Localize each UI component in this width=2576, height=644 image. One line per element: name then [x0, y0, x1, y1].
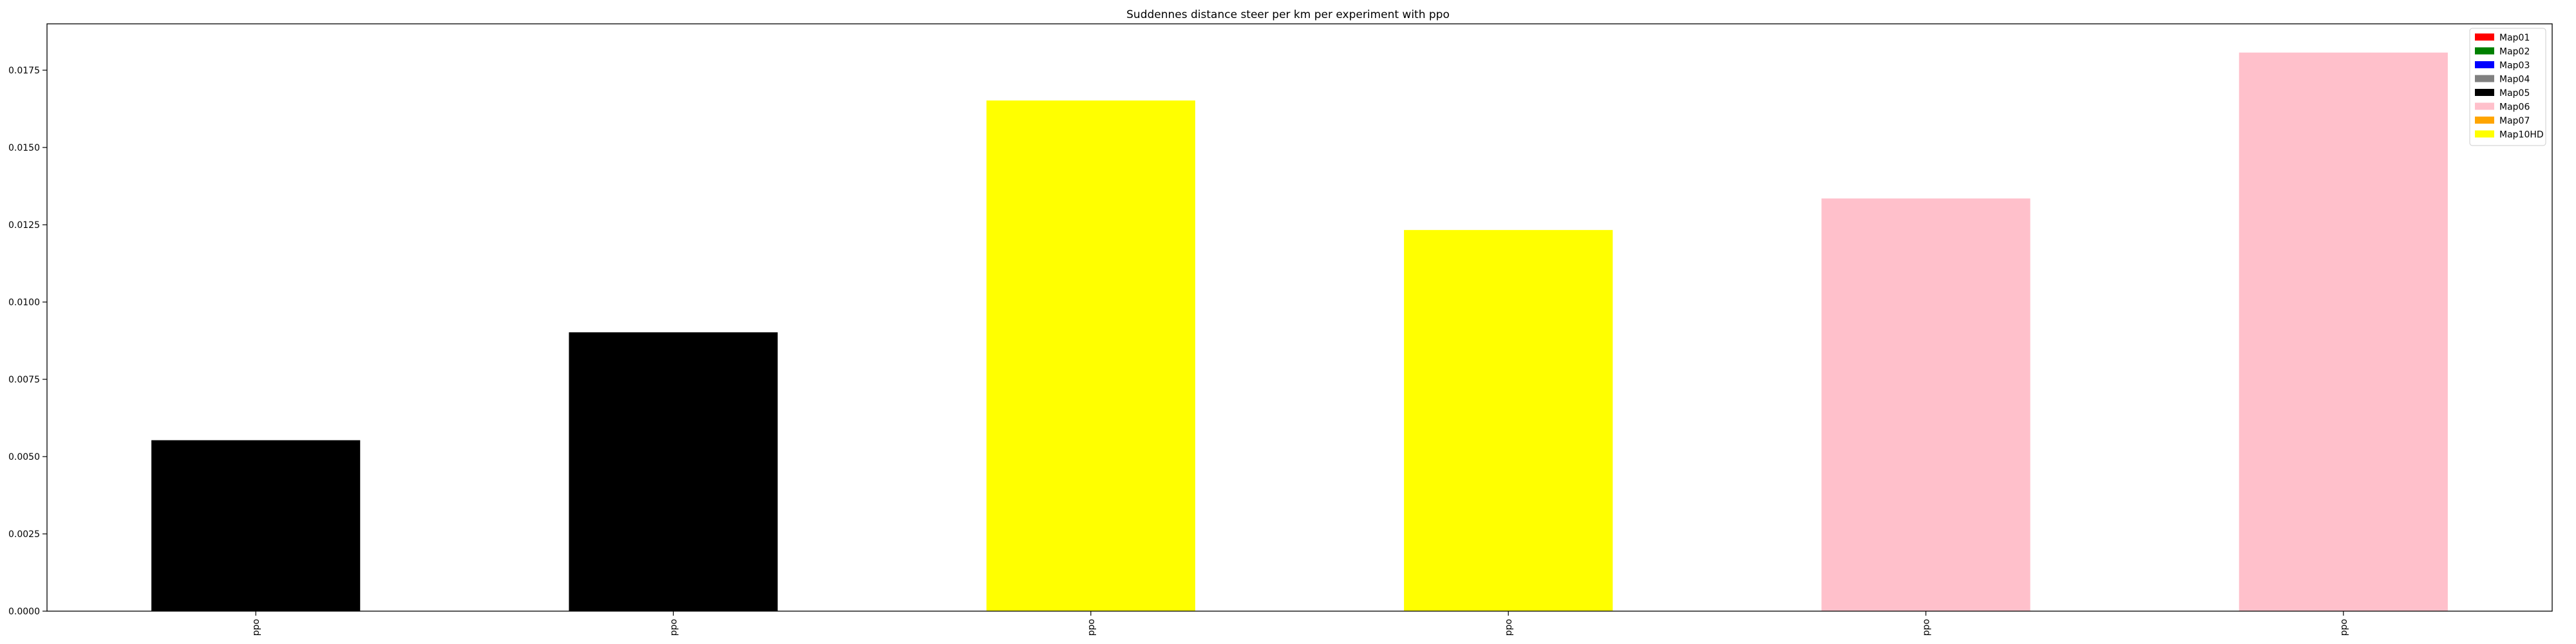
x-tick-label: ppo	[251, 619, 261, 636]
y-tick-label: 0.0150	[8, 143, 40, 153]
plot-frame	[46, 23, 2553, 612]
y-tick-label: 0.0025	[8, 529, 40, 540]
bar-5	[1821, 198, 2031, 611]
bar-3	[986, 100, 1195, 612]
y-tick-label: 0.0100	[8, 298, 40, 308]
legend-label: Map06	[2499, 102, 2530, 113]
legend-swatch	[2475, 102, 2494, 110]
legend-label: Map10HD	[2499, 130, 2544, 140]
legend-swatch	[2475, 61, 2494, 68]
bar-2	[569, 332, 778, 611]
legend-box	[2469, 28, 2546, 146]
legend-label: Map07	[2499, 116, 2530, 126]
legend-swatch	[2475, 75, 2494, 82]
y-axis: 0.0000 0.0025 0.0050 0.0075 0.0100 0.0125 0.01…	[8, 66, 47, 617]
y-tick-label: 0.0175	[8, 66, 40, 76]
legend-label: Map02	[2499, 47, 2530, 57]
legend-swatch	[2475, 33, 2494, 41]
bar-6	[2239, 52, 2448, 611]
legend-label: Map05	[2499, 88, 2530, 99]
legend-swatch	[2475, 47, 2494, 55]
bar-1	[151, 440, 361, 611]
legend-label: Map03	[2499, 61, 2530, 71]
legend-label: Map04	[2499, 75, 2530, 85]
x-tick-label: ppo	[1922, 619, 1932, 636]
legend-swatch	[2475, 130, 2494, 138]
x-axis: ppo ppo ppo ppo ppo ppo	[251, 611, 2349, 636]
legend-swatch	[2475, 117, 2494, 124]
y-tick-label: 0.0075	[8, 375, 40, 385]
x-tick-label: ppo	[1504, 619, 1514, 636]
chart-title: Suddennes distance steer per km per expe…	[1126, 8, 1450, 21]
bars-layer	[151, 52, 2448, 612]
legend-label: Map01	[2499, 33, 2530, 43]
legend-swatch	[2475, 89, 2494, 96]
y-tick-label: 0.0125	[8, 220, 40, 231]
y-tick-label: 0.0050	[8, 452, 40, 462]
legend: Map01 Map02 Map03 Map04 Map05 Map06 Map07 Map10…	[2469, 28, 2546, 146]
x-tick-label: ppo	[1086, 619, 1097, 636]
x-tick-label: ppo	[2339, 619, 2349, 636]
x-tick-label: ppo	[669, 619, 679, 636]
y-tick-label: 0.0000	[8, 607, 40, 617]
bar-4	[1404, 230, 1613, 611]
